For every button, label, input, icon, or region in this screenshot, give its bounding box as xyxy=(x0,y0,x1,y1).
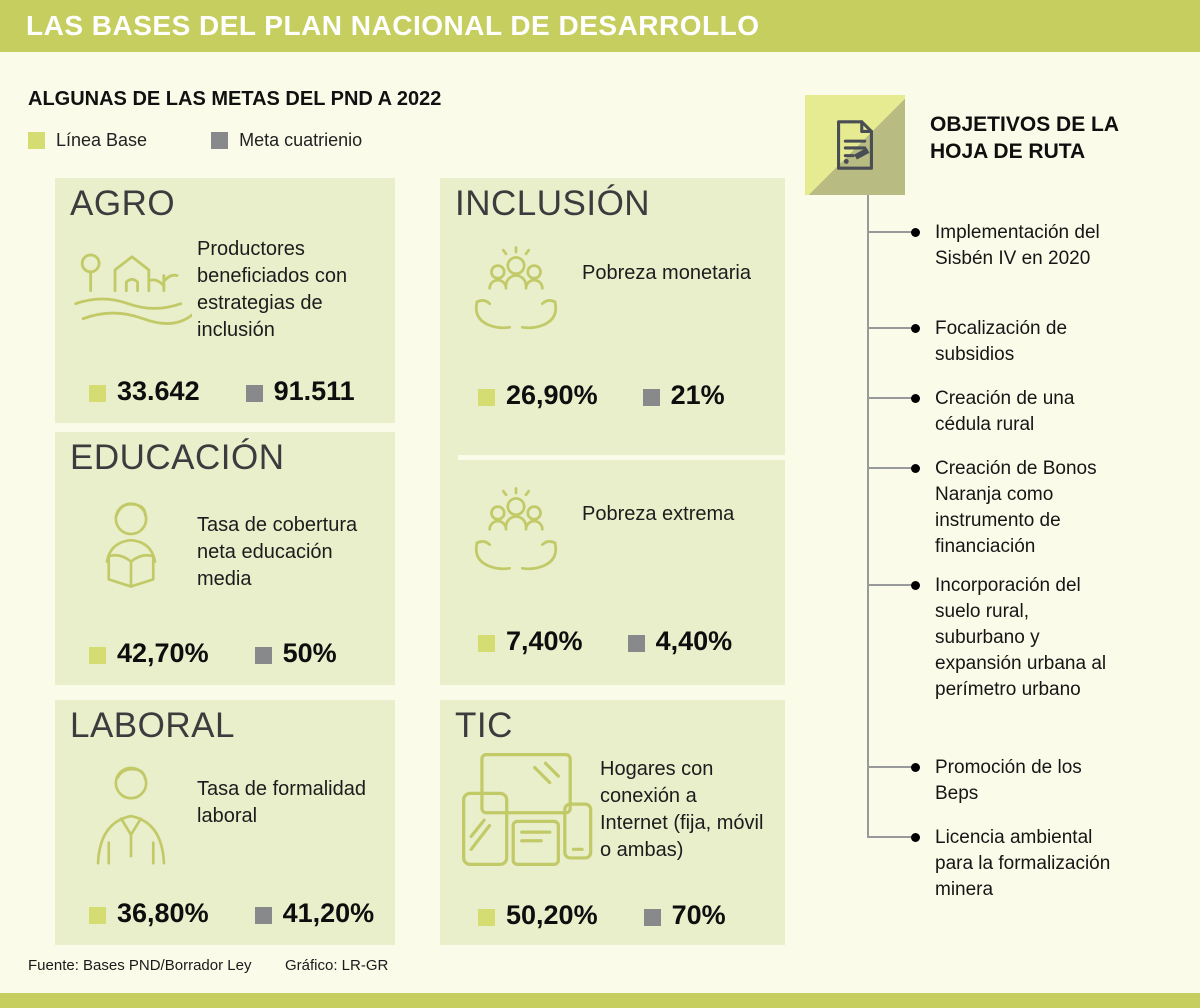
student-icon xyxy=(65,490,197,602)
roadmap-item: Focalización de subsidios xyxy=(867,316,1122,368)
meta-value: 50% xyxy=(254,638,337,669)
document-pen-icon xyxy=(805,95,905,195)
meta-number: 50% xyxy=(282,638,337,668)
card-laboral: LABORAL Tasa de formalidad laboral 36,80… xyxy=(55,700,395,945)
roadmap-title: OBJETIVOS DE LA HOJA DE RUTA xyxy=(930,113,1119,163)
legend-meta-label: Meta cuatrienio xyxy=(239,130,363,150)
linea-base-value: 42,70% xyxy=(89,638,209,669)
roadmap-item: Creación de Bonos Naranja como instrumen… xyxy=(867,456,1122,560)
pobreza-monetaria-values: 26,90% 21% xyxy=(478,380,725,411)
meta-color-swatch xyxy=(642,388,660,406)
base-color-swatch xyxy=(28,132,45,149)
meta-color-swatch xyxy=(211,132,229,149)
community-hands-icon xyxy=(450,242,582,340)
base-color-swatch xyxy=(89,906,106,924)
pobreza-extrema-label: Pobreza extrema xyxy=(582,503,735,525)
base-number: 50,20% xyxy=(506,900,598,930)
legend-item-meta: Meta cuatrienio xyxy=(211,130,362,151)
card-inclusion-row-2: Pobreza extrema xyxy=(450,483,777,581)
graphic-credit: Gráfico: LR-GR xyxy=(285,957,389,974)
linea-base-value: 33.642 xyxy=(89,376,200,407)
linea-base-value: 50,20% xyxy=(478,900,598,931)
community-hands-icon xyxy=(450,483,582,581)
card-educacion-description: Tasa de cobertura neta educación media xyxy=(197,514,358,590)
roadmap-item: Promoción de los Beps xyxy=(867,755,1122,807)
card-laboral-description: Tasa de formalidad laboral xyxy=(197,778,366,827)
linea-base-value: 36,80% xyxy=(89,898,209,929)
roadmap-panel: OBJETIVOS DE LA HOJA DE RUTA Implementac… xyxy=(805,95,1200,975)
meta-value: 70% xyxy=(643,900,726,931)
card-inclusion-row-1: Pobreza monetaria xyxy=(450,242,777,340)
meta-value: 4,40% xyxy=(627,626,733,657)
base-color-swatch xyxy=(89,646,106,664)
roadmap-item: Implementación del Sisbén IV en 2020 xyxy=(867,220,1122,272)
card-divider xyxy=(458,455,785,460)
legend-base-label: Línea Base xyxy=(56,130,148,150)
roadmap-item: Creación de una cédula rural xyxy=(867,386,1122,438)
meta-number: 91.511 xyxy=(273,376,355,406)
card-educacion-title: EDUCACIÓN xyxy=(70,438,285,477)
section-subtitle: ALGUNAS DE LAS METAS DEL PND A 2022 xyxy=(28,88,442,110)
meta-number: 70% xyxy=(671,900,726,930)
meta-value: 91.511 xyxy=(245,376,355,407)
meta-value: 41,20% xyxy=(254,898,375,929)
meta-color-swatch xyxy=(245,384,263,402)
card-agro: AGRO Productores beneficiados con estrat… xyxy=(55,178,395,423)
card-laboral-title: LABORAL xyxy=(70,706,235,745)
card-tic-body: Hogares con conexión a Internet (fija, m… xyxy=(450,746,777,873)
card-tic-values: 50,20% 70% xyxy=(478,900,726,931)
base-color-swatch xyxy=(478,908,495,926)
base-number: 36,80% xyxy=(117,898,209,928)
bottom-accent-bar xyxy=(0,993,1200,1008)
linea-base-value: 7,40% xyxy=(478,626,583,657)
roadmap-item: Licencia ambiental para la formalización… xyxy=(867,825,1122,903)
card-inclusion: INCLUSIÓN Pobreza monetaria xyxy=(440,178,785,685)
base-number: 26,90% xyxy=(506,380,598,410)
card-agro-values: 33.642 91.511 xyxy=(89,376,355,407)
base-number: 33.642 xyxy=(117,376,200,406)
devices-icon xyxy=(450,746,600,873)
source-credit: Fuente: Bases PND/Borrador Ley xyxy=(28,957,252,974)
linea-base-value: 26,90% xyxy=(478,380,598,411)
header-bar: LAS BASES DEL PLAN NACIONAL DE DESARROLL… xyxy=(0,0,1200,52)
base-color-swatch xyxy=(478,388,495,406)
worker-icon xyxy=(65,756,197,868)
roadmap-connector-line xyxy=(867,195,869,837)
pobreza-extrema-values: 7,40% 4,40% xyxy=(478,626,732,657)
card-laboral-body: Tasa de formalidad laboral xyxy=(65,756,387,868)
meta-color-swatch xyxy=(627,634,645,652)
card-agro-title: AGRO xyxy=(70,184,176,223)
meta-color-swatch xyxy=(254,646,272,664)
card-educacion: EDUCACIÓN Tasa de cobertura neta educaci… xyxy=(55,432,395,685)
card-educacion-values: 42,70% 50% xyxy=(89,638,337,669)
meta-number: 21% xyxy=(670,380,725,410)
base-color-swatch xyxy=(478,634,495,652)
card-agro-description: Productores beneficiados con estrategias… xyxy=(197,238,348,341)
farm-icon xyxy=(65,232,197,336)
legend: Línea Base Meta cuatrienio xyxy=(28,130,362,151)
base-number: 42,70% xyxy=(117,638,209,668)
roadmap-item: Incorporación del suelo rural, suburbano… xyxy=(867,573,1122,703)
card-tic-title: TIC xyxy=(455,706,513,745)
card-inclusion-title: INCLUSIÓN xyxy=(455,184,651,223)
meta-color-swatch xyxy=(254,906,272,924)
meta-number: 41,20% xyxy=(282,898,375,928)
card-tic: TIC Hogares con conexión a Internet (fij… xyxy=(440,700,785,945)
page-title: LAS BASES DEL PLAN NACIONAL DE DESARROLL… xyxy=(26,10,760,41)
meta-number: 4,40% xyxy=(655,626,733,656)
card-laboral-values: 36,80% 41,20% xyxy=(89,898,374,929)
card-tic-description: Hogares con conexión a Internet (fija, m… xyxy=(600,758,764,861)
card-educacion-body: Tasa de cobertura neta educación media xyxy=(65,490,387,602)
meta-color-swatch xyxy=(643,908,661,926)
base-number: 7,40% xyxy=(506,626,583,656)
legend-item-base: Línea Base xyxy=(28,130,147,151)
meta-value: 21% xyxy=(642,380,725,411)
pobreza-monetaria-label: Pobreza monetaria xyxy=(582,262,751,284)
base-color-swatch xyxy=(89,384,106,402)
card-agro-body: Productores beneficiados con estrategias… xyxy=(65,232,387,344)
